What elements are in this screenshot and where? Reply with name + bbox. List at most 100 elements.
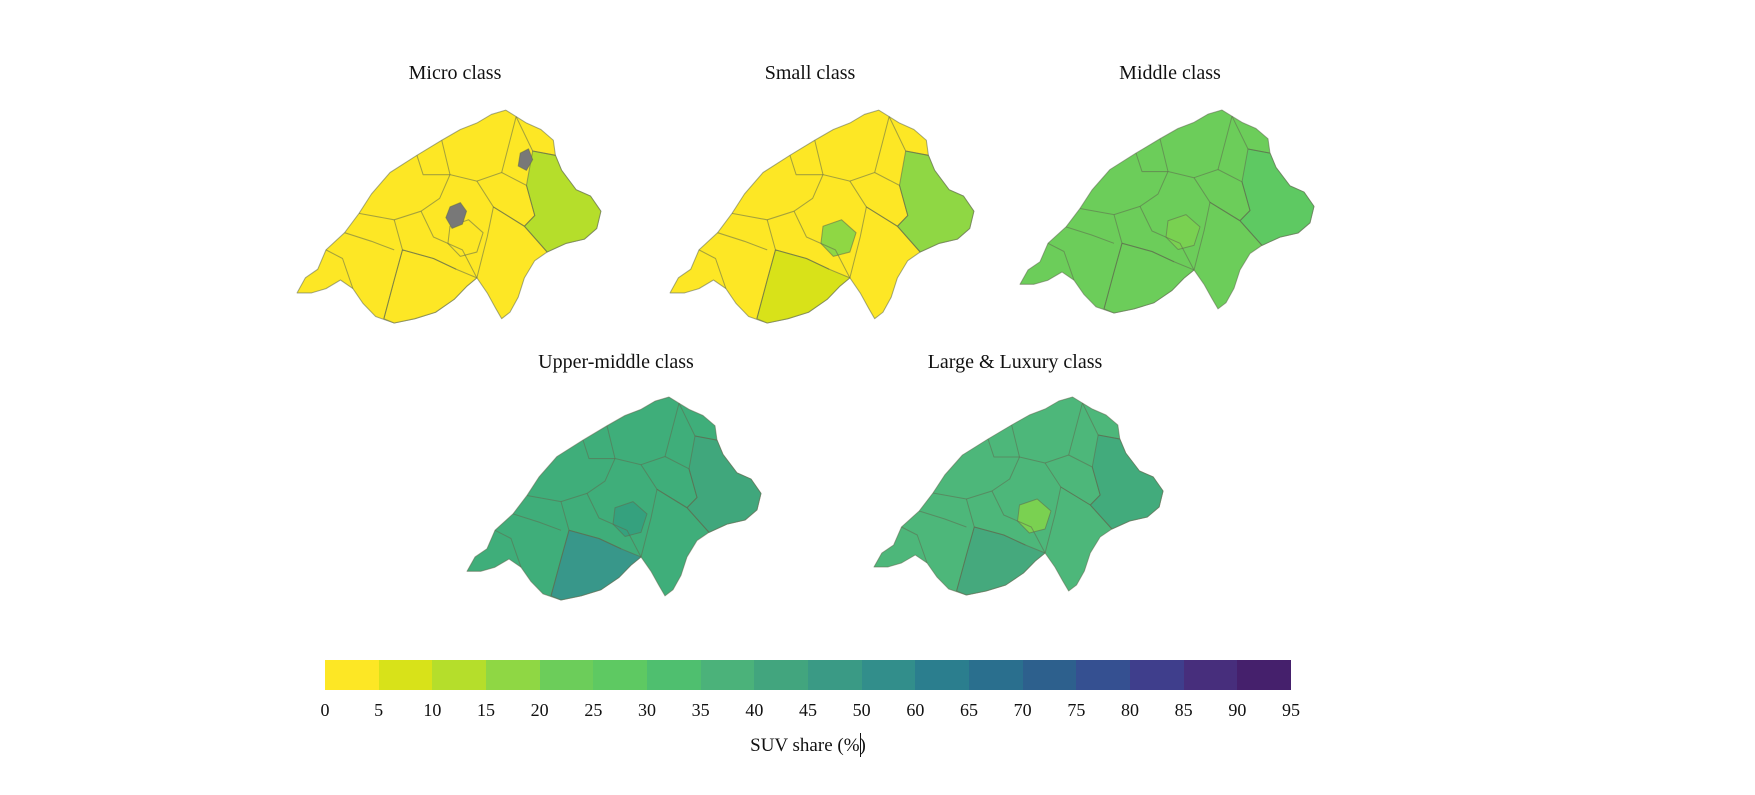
canton-border — [1139, 206, 1195, 271]
canton-border — [586, 493, 642, 558]
canton-border — [1044, 462, 1062, 554]
canton-border — [866, 206, 921, 253]
text-cursor — [860, 733, 861, 757]
canton-border — [822, 116, 890, 182]
canton-border — [1079, 138, 1169, 216]
canton-border — [1081, 402, 1120, 440]
map-title: Upper-middle class — [538, 351, 694, 373]
canton-border — [1047, 242, 1075, 281]
legend-tick-label: 70 — [1013, 700, 1032, 720]
legend-swatch — [1130, 660, 1184, 690]
legend-swatch — [969, 660, 1023, 690]
switzerland-map — [873, 396, 1164, 596]
canton-border — [494, 529, 522, 568]
legend-tick-label: 50 — [852, 700, 871, 720]
switzerland-map — [669, 109, 975, 324]
canton-border — [640, 464, 658, 558]
canton-border — [991, 490, 1046, 554]
canton-border — [493, 206, 548, 253]
legend-swatch — [647, 660, 701, 690]
legend-tick-label: 30 — [638, 700, 656, 720]
legend-swatch — [378, 660, 433, 690]
legend-tick-label: 85 — [1174, 700, 1193, 720]
canton-border — [344, 232, 395, 251]
legend-tick-label: 0 — [320, 700, 330, 720]
canton-border — [731, 140, 824, 221]
canton-border — [789, 155, 823, 176]
legend-swatch — [915, 660, 970, 690]
no-data-region — [517, 148, 534, 171]
legend-tick-label: 60 — [906, 700, 925, 720]
canton-border — [987, 438, 1020, 458]
canton-border — [1121, 242, 1175, 263]
canton-border — [325, 249, 354, 289]
canton-border — [358, 140, 451, 221]
legend-tick-label: 95 — [1282, 700, 1300, 720]
legend-tick-label: 45 — [799, 700, 817, 720]
canton-border — [383, 219, 403, 319]
legend-swatch — [539, 660, 594, 690]
canton-border — [582, 439, 615, 460]
canton-border — [476, 180, 494, 278]
canton-border — [512, 513, 562, 531]
map-title: Micro class — [408, 62, 502, 84]
canton-border — [416, 155, 450, 176]
map-title: Middle class — [1119, 62, 1221, 84]
switzerland-map — [466, 396, 762, 601]
canton-border — [1217, 169, 1251, 222]
map-title: Large & Luxury class — [927, 351, 1103, 373]
legend-tick-label: 10 — [423, 700, 442, 720]
canton-border — [888, 116, 929, 156]
canton-border — [932, 424, 1020, 500]
canton-border — [501, 172, 536, 227]
canton-border — [402, 249, 457, 270]
canton-border — [678, 402, 718, 441]
canton-border — [1231, 115, 1271, 154]
canton-border — [568, 529, 622, 550]
canton-border — [919, 510, 967, 528]
canton-border — [849, 180, 867, 278]
legend-swatch — [808, 660, 862, 690]
canton-border — [449, 116, 517, 182]
canton-border — [956, 498, 975, 592]
canton-border — [614, 403, 680, 466]
legend-swatch — [1237, 660, 1292, 690]
legend-swatch — [700, 660, 755, 690]
no-data-region — [445, 202, 468, 229]
canton-border — [1019, 402, 1083, 464]
legend-swatch — [325, 660, 379, 690]
canton-border — [1068, 454, 1101, 506]
canton-border — [974, 526, 1026, 546]
legend-swatch — [432, 660, 487, 690]
legend-swatch — [1076, 660, 1131, 690]
legend-tick-label: 65 — [960, 700, 978, 720]
canton-border — [1065, 226, 1115, 244]
canton-border — [526, 425, 616, 503]
legend-tick-label: 75 — [1067, 700, 1086, 720]
canton-border — [1060, 486, 1113, 530]
canton-border — [515, 116, 556, 156]
canton-border — [901, 526, 928, 564]
legend-tick-label: 25 — [584, 700, 603, 720]
canton-border — [717, 232, 768, 251]
legend-swatch — [593, 660, 648, 690]
canton-border — [1135, 152, 1168, 173]
legend-title: SUV share (%) — [750, 735, 866, 756]
canton-border — [1193, 177, 1211, 271]
canton-border — [656, 488, 710, 533]
canton-border — [420, 210, 478, 279]
legend-tick-label: 15 — [477, 700, 495, 720]
legend-tick-label: 40 — [745, 700, 764, 720]
canton-border — [775, 249, 830, 270]
canton-border — [550, 501, 570, 597]
canton-border — [664, 456, 698, 509]
legend-tick-label: 90 — [1228, 700, 1247, 720]
switzerland-map — [1019, 109, 1315, 314]
canton-border — [1209, 201, 1263, 246]
legend-tick-label: 35 — [691, 700, 710, 720]
legend-swatch — [1183, 660, 1238, 690]
canton-border — [874, 172, 909, 227]
canton-border — [698, 249, 727, 289]
canton-border — [1167, 116, 1233, 179]
legend-swatch — [754, 660, 809, 690]
